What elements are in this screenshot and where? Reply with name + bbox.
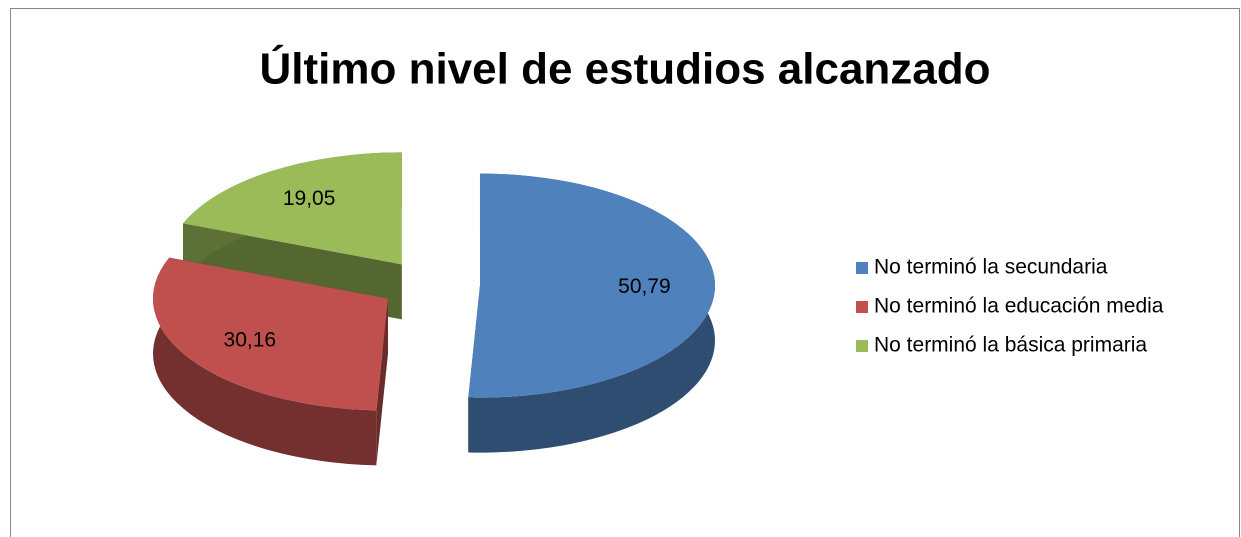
slice-side: [153, 257, 377, 466]
data-label: 50,79: [618, 275, 671, 298]
slice: [183, 152, 402, 265]
chart-title: Último nivel de estudios alcanzado: [259, 44, 990, 94]
slice: [153, 257, 389, 411]
legend-label: No terminó la educación media: [874, 295, 1164, 318]
legend-swatch: [856, 262, 868, 274]
legend-label: No terminó la secundaria: [874, 256, 1108, 279]
legend-label: No terminó la básica primaria: [874, 334, 1147, 357]
data-label: 30,16: [224, 329, 277, 352]
legend-swatch: [856, 301, 868, 313]
legend-swatch: [856, 340, 868, 352]
slice: [468, 173, 715, 398]
data-label: 19,05: [283, 187, 336, 210]
